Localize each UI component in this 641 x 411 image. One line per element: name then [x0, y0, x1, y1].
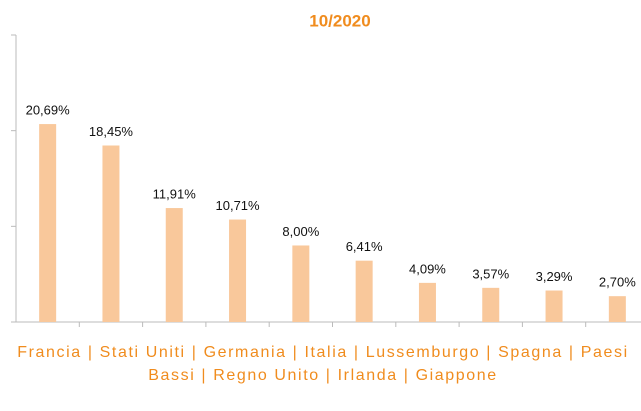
bar: [165, 208, 183, 322]
value-label: 20,69%: [26, 103, 71, 118]
value-label: 18,45%: [89, 124, 134, 139]
bar: [418, 282, 436, 322]
chart-title: 10/2020: [309, 11, 370, 30]
bar: [482, 287, 500, 322]
bar: [608, 296, 626, 322]
value-label: 2,70%: [599, 275, 636, 290]
bar: [292, 245, 310, 322]
value-label: 10,71%: [216, 198, 261, 213]
bar: [229, 219, 247, 322]
bar: [355, 260, 373, 322]
x-axis-label: Francia | Stati Uniti | Germania | Itali…: [17, 344, 629, 384]
bar: [545, 290, 563, 322]
value-label: 6,41%: [346, 239, 383, 254]
chart: 10/2020 20,69% 18,45% 11,91% 10,71% 8,00% 6,4…: [11, 11, 641, 327]
value-label: 3,29%: [536, 269, 573, 284]
bar: [102, 145, 120, 322]
value-label: 8,00%: [282, 224, 319, 239]
value-label: 3,57%: [472, 266, 509, 281]
value-label: 4,09%: [409, 261, 446, 276]
value-label: 11,91%: [153, 186, 197, 201]
bar: [39, 124, 57, 322]
